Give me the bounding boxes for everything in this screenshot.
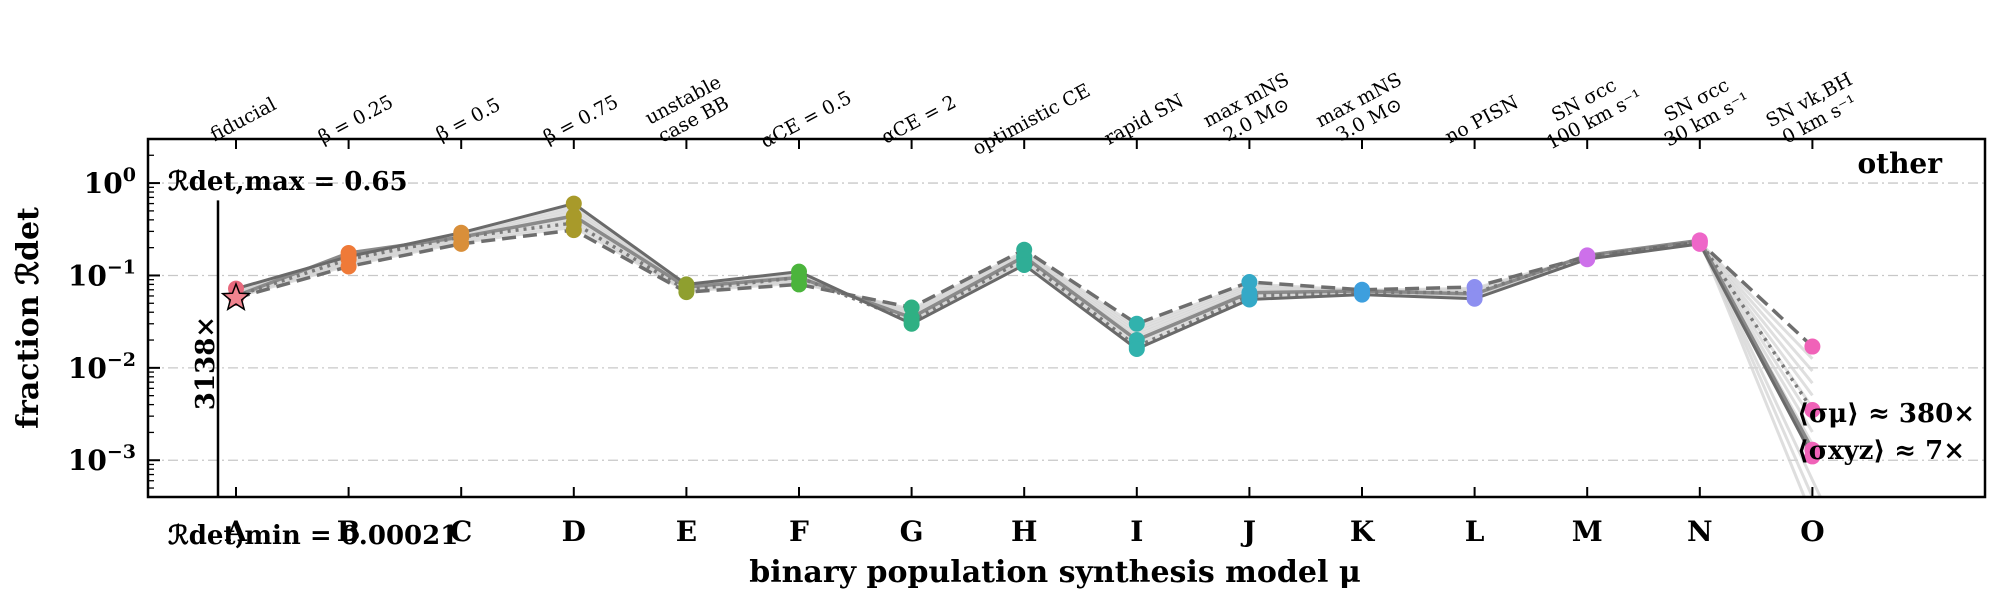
top-tick-label-line: αCE = 0.5 xyxy=(757,87,855,153)
data-point xyxy=(565,195,582,212)
data-point xyxy=(1804,338,1821,355)
data-point xyxy=(1128,340,1145,357)
y-tick-label: 100 xyxy=(84,164,136,200)
data-point xyxy=(791,263,807,280)
data-point xyxy=(903,299,920,316)
data-point xyxy=(678,276,695,293)
data-point xyxy=(1804,448,1821,465)
data-point xyxy=(340,248,357,265)
data-point xyxy=(1691,235,1708,252)
data-point xyxy=(565,214,582,231)
x-tick-label: H xyxy=(1011,515,1037,548)
data-point xyxy=(1804,401,1821,418)
sigma-mu-label: ⟨σμ⟩ ≈ 380× xyxy=(1797,399,1975,429)
data-point xyxy=(453,224,470,241)
data-point xyxy=(1354,286,1370,303)
x-tick-label: F xyxy=(789,515,809,548)
x-tick-label: J xyxy=(1240,515,1256,548)
marker-layer xyxy=(220,195,1821,465)
y-tick-label: 10−2 xyxy=(68,349,136,385)
data-point xyxy=(1128,315,1145,332)
x-tick-label: B xyxy=(337,515,361,548)
data-point xyxy=(1466,290,1483,307)
x-tick-label: I xyxy=(1130,515,1143,548)
top-tick-label-line: optimistic CE xyxy=(969,79,1094,159)
x-tick-label: D xyxy=(562,515,586,548)
x-tick-label: C xyxy=(450,515,472,548)
x-tick-label: G xyxy=(900,515,924,548)
x-tick-label: L xyxy=(1465,515,1485,548)
range-factor-label: 3138× xyxy=(191,316,221,410)
x-tick-label: M xyxy=(1572,515,1603,548)
plot-frame xyxy=(146,137,1987,499)
grid-layer xyxy=(148,182,1985,461)
data-point xyxy=(1241,273,1258,290)
data-point xyxy=(1579,251,1596,268)
top-tick-label: optimistic CE xyxy=(969,79,1094,159)
x-tick-label: A xyxy=(224,515,248,548)
data-point xyxy=(1241,291,1258,308)
axis-layer: 100 10−1 10−2 10−3 A B C D E F G H I J K L M N O xyxy=(68,137,1987,548)
x-tick-label: N xyxy=(1687,515,1713,548)
x-tick-label: E xyxy=(676,515,697,548)
x-axis-title: binary population synthesis model μ xyxy=(749,555,1361,590)
x-tick-label: K xyxy=(1350,515,1376,548)
min-label: ℛdet,min = 0.00021 xyxy=(168,521,458,551)
top-labels: fiducial β = 0.25 β = 0.5 β = 0.75 unstablec… xyxy=(207,68,1861,160)
data-point xyxy=(1016,256,1033,273)
top-tick-label: αCE = 0.5 xyxy=(757,87,855,153)
x-tick-label: O xyxy=(1800,515,1824,548)
top-tick-label-line: rapid SN xyxy=(1101,90,1188,150)
fiducial-star-marker xyxy=(220,281,252,311)
panel-label: other xyxy=(1857,147,1943,180)
y-tick-label: 10−1 xyxy=(68,256,136,292)
y-axis-title: fraction ℛdet xyxy=(11,207,46,429)
max-label: ℛdet,max = 0.65 xyxy=(168,167,408,197)
sigma-xyz-label: ⟨σxyz⟩ ≈ 7× xyxy=(1797,436,1965,466)
data-point xyxy=(903,315,920,332)
y-tick-label: 10−3 xyxy=(68,441,136,477)
top-tick-label: rapid SN xyxy=(1101,90,1188,150)
